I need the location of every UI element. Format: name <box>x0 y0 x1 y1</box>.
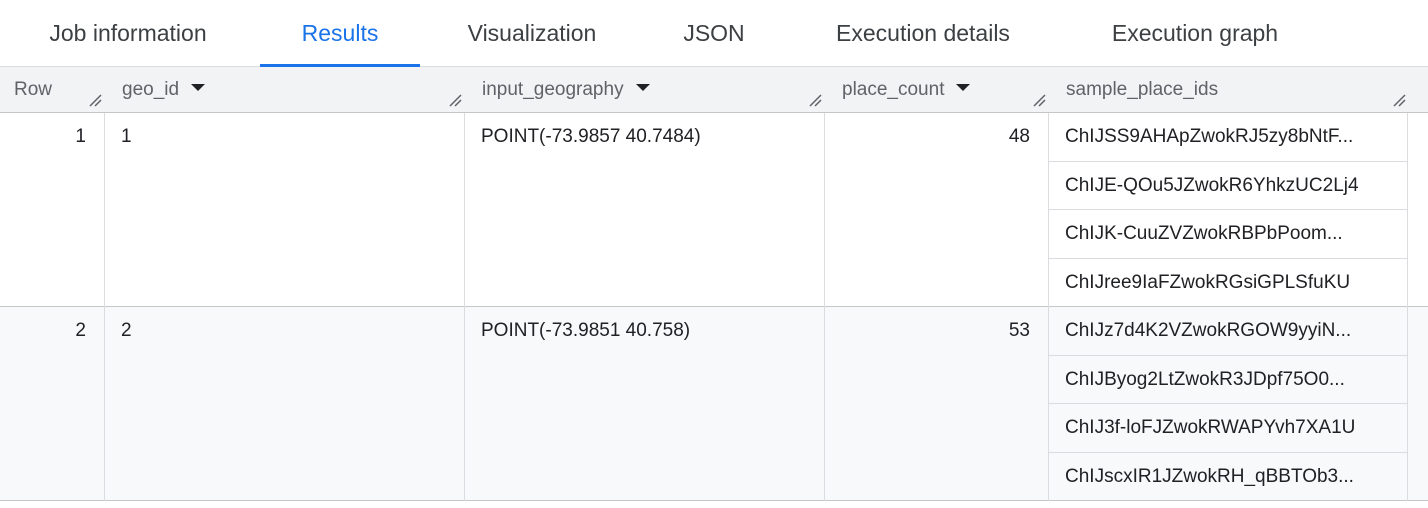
sort-menu-icon[interactable] <box>956 84 971 92</box>
column-resize-handle-icon[interactable] <box>808 93 822 107</box>
sample-place-ids-cell: ChIJz7d4K2VZwokRGOW9yyiN... ChIJByog2LtZ… <box>1048 307 1408 501</box>
column-header-input-geography[interactable]: input_geography <box>468 67 824 113</box>
tab-execution-graph[interactable]: Execution graph <box>1111 20 1279 46</box>
input-geography-value[interactable]: POINT(-73.9857 40.7484) <box>481 126 701 147</box>
sample-place-ids-cell: ChIJSS9AHApZwokRJ5zy8bNtF... ChIJE-QOu5J… <box>1048 113 1408 307</box>
row-number: 1 <box>75 126 86 147</box>
place-id-value[interactable]: ChIJByog2LtZwokR3JDpf75O0... <box>1049 356 1407 404</box>
column-label: Row <box>14 79 53 100</box>
row-number-cell: 1 <box>0 113 104 307</box>
tab-job-information[interactable]: Job information <box>49 20 207 46</box>
input-geography-cell: POINT(-73.9851 40.758) <box>464 307 824 501</box>
place-count-cell: 53 <box>824 307 1048 501</box>
column-resize-handle-icon[interactable] <box>1032 93 1046 107</box>
sort-menu-icon[interactable] <box>635 84 650 92</box>
tab-execution-details[interactable]: Execution details <box>836 20 1010 46</box>
place-id-value[interactable]: ChIJSS9AHApZwokRJ5zy8bNtF... <box>1049 113 1407 162</box>
column-header-row: Row <box>0 67 104 113</box>
tab-results[interactable]: Results <box>260 0 420 67</box>
column-label: geo_id <box>122 79 180 100</box>
input-geography-cell: POINT(-73.9857 40.7484) <box>464 113 824 307</box>
place-id-value[interactable]: ChIJscxIR1JZwokRH_qBBTOb3... <box>1065 465 1354 487</box>
place-id-value[interactable]: ChIJE-QOu5JZwokR6YhkzUC2Lj4 <box>1049 162 1407 210</box>
table-row: 2 2 POINT(-73.9851 40.758) 53 ChIJz7d4K2… <box>0 307 1428 501</box>
geo-id-cell: 1 <box>104 113 464 307</box>
tab-bar: Job information Results Visualization JS… <box>0 0 1428 67</box>
column-label: input_geography <box>482 79 624 100</box>
table-row: 1 1 POINT(-73.9857 40.7484) 48 ChIJSS9AH… <box>0 113 1428 307</box>
column-label: sample_place_ids <box>1066 79 1219 100</box>
column-resize-handle-icon[interactable] <box>88 93 102 107</box>
table-header: Row geo_id input_geography place_count s… <box>0 67 1428 113</box>
column-resize-handle-icon[interactable] <box>448 93 462 107</box>
geo-id-cell: 2 <box>104 307 464 501</box>
column-header-place-count[interactable]: place_count <box>828 67 1048 113</box>
geo-id-value[interactable]: 2 <box>121 320 132 341</box>
place-count-value[interactable]: 48 <box>1008 126 1030 147</box>
place-id-value[interactable]: ChIJK-CuuZVZwokRBPbPoom... <box>1049 210 1407 259</box>
tab-visualization[interactable]: Visualization <box>467 20 597 46</box>
sort-menu-icon[interactable] <box>191 84 206 92</box>
place-count-cell: 48 <box>824 113 1048 307</box>
geo-id-value[interactable]: 1 <box>121 126 132 147</box>
place-id-value[interactable]: ChIJz7d4K2VZwokRGOW9yyiN... <box>1049 307 1407 356</box>
place-count-value[interactable]: 53 <box>1008 320 1030 341</box>
column-label: place_count <box>842 79 945 100</box>
row-number: 2 <box>75 320 86 341</box>
place-id-value[interactable]: ChIJ3f-loFJZwokRWAPYvh7XA1U <box>1049 404 1407 453</box>
column-header-geo-id[interactable]: geo_id <box>108 67 464 113</box>
tab-json[interactable]: JSON <box>683 20 745 46</box>
column-header-sample-place-ids: sample_place_ids <box>1052 67 1408 113</box>
row-number-cell: 2 <box>0 307 104 501</box>
place-id-value[interactable]: ChIJree9IaFZwokRGsiGPLSfuKU <box>1065 271 1351 293</box>
input-geography-value[interactable]: POINT(-73.9851 40.758) <box>481 320 691 341</box>
column-resize-handle-icon[interactable] <box>1392 93 1406 107</box>
